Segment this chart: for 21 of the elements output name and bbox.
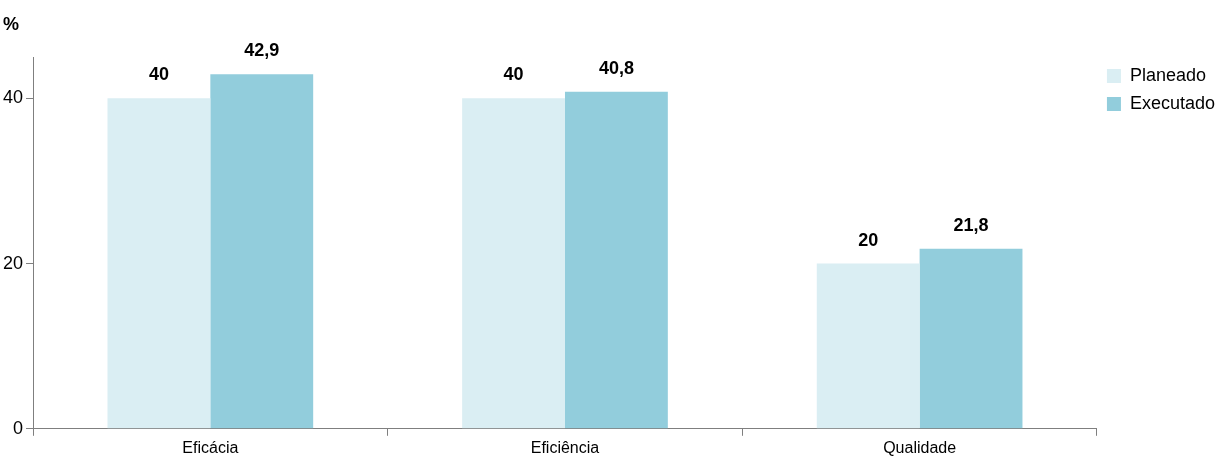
x-tick-label: Qualidade [883,438,957,456]
x-tick-label: Eficiência [530,438,600,456]
data-label: 21,8 [953,214,989,235]
data-label: 40 [503,64,524,85]
data-label: 42,9 [244,40,280,61]
y-axis-title: % [3,13,20,34]
data-label: 40 [148,64,169,85]
y-tick-label: 40 [2,87,24,108]
bar [107,98,211,429]
legend-label: Executado [1129,92,1215,113]
x-tick-label: Eficácia [182,438,239,456]
y-tick-label: 20 [2,252,24,273]
y-tick-label: 0 [13,417,24,438]
data-label: 40,8 [598,57,634,78]
data-label: 20 [858,229,879,250]
bar [210,74,314,429]
bar [919,248,1023,429]
bar [816,263,920,429]
bar [462,98,565,429]
bar [564,91,668,429]
legend-label: Planeado [1129,64,1207,85]
